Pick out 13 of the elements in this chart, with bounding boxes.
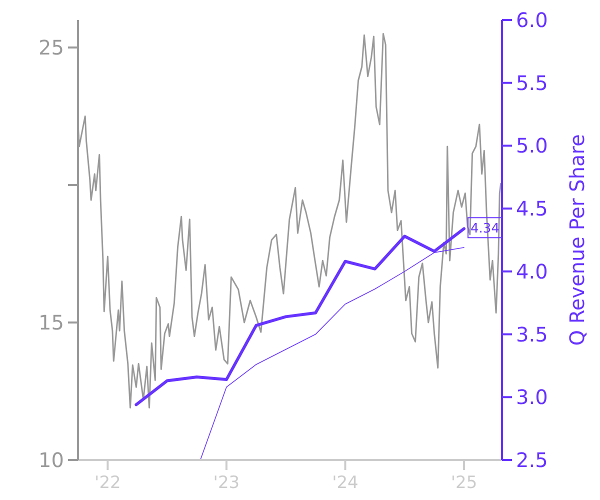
y2-tick-label: 4.0 xyxy=(516,259,548,284)
y2-tick-label: 2.5 xyxy=(516,448,548,472)
y-tick-label: 10 xyxy=(38,448,64,472)
y2-tick-label: 5.0 xyxy=(516,134,548,158)
y-tick-label: 15 xyxy=(38,310,64,334)
y2-tick-label: 6.0 xyxy=(516,8,548,32)
y2-tick-label: 3.0 xyxy=(516,385,548,410)
data-label: 4.34 xyxy=(470,222,500,237)
y2-tick-label: 5.5 xyxy=(516,70,548,95)
y2-tick-label: 3.5 xyxy=(516,322,548,346)
y2-axis-title: Q Revenue Per Share xyxy=(565,134,589,346)
y-tick-label: 25 xyxy=(38,36,64,60)
y2-tick-label: 4.5 xyxy=(516,196,548,221)
